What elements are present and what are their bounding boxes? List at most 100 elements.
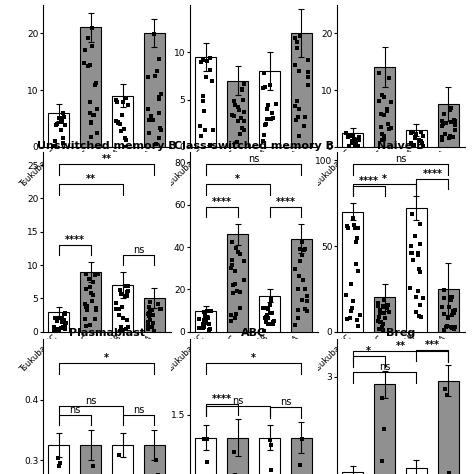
Bar — [112, 285, 133, 332]
Point — [451, 307, 459, 314]
Point — [379, 326, 386, 334]
Point — [449, 133, 456, 140]
Point — [115, 311, 123, 319]
Point — [155, 134, 163, 142]
Point — [266, 301, 274, 309]
Point — [207, 66, 214, 74]
Point — [375, 313, 383, 321]
Point — [345, 132, 353, 140]
Point — [304, 73, 312, 81]
Point — [263, 304, 271, 312]
Bar — [374, 67, 395, 147]
Point — [86, 109, 94, 117]
Point — [378, 457, 385, 465]
Bar — [112, 445, 133, 474]
Point — [293, 38, 301, 46]
Point — [350, 221, 358, 228]
Point — [383, 106, 391, 113]
Point — [145, 321, 152, 329]
Point — [233, 138, 241, 146]
Point — [378, 323, 385, 331]
Point — [112, 118, 120, 125]
Point — [383, 304, 391, 311]
Point — [353, 138, 360, 146]
Point — [205, 320, 213, 328]
Point — [350, 139, 357, 147]
Point — [438, 117, 446, 125]
Point — [419, 132, 427, 139]
Point — [81, 315, 88, 323]
Point — [208, 77, 216, 85]
Point — [238, 85, 246, 93]
Point — [412, 233, 419, 240]
Point — [62, 319, 69, 327]
Point — [55, 462, 63, 469]
Point — [410, 128, 417, 136]
Bar — [259, 71, 280, 147]
Point — [148, 306, 155, 313]
Point — [355, 142, 362, 150]
Point — [229, 281, 237, 289]
Text: ****: **** — [212, 394, 232, 404]
Point — [149, 319, 156, 327]
Bar — [342, 472, 363, 474]
Point — [343, 223, 351, 230]
Text: *: * — [366, 346, 371, 356]
Title: ABC: ABC — [241, 328, 266, 338]
Point — [303, 307, 310, 315]
Point — [115, 118, 122, 126]
Point — [228, 262, 236, 269]
Point — [267, 295, 275, 302]
Point — [91, 272, 99, 279]
Text: **: ** — [101, 155, 112, 164]
Point — [82, 270, 90, 278]
Point — [438, 137, 446, 144]
Point — [87, 289, 95, 297]
Point — [387, 125, 395, 132]
Point — [232, 310, 240, 318]
Point — [383, 107, 391, 115]
Point — [270, 320, 277, 328]
Point — [152, 456, 159, 464]
Point — [412, 308, 420, 316]
Point — [58, 118, 65, 125]
Point — [443, 322, 451, 330]
Point — [61, 121, 69, 129]
Point — [155, 93, 163, 101]
Point — [203, 307, 211, 315]
Point — [438, 304, 446, 311]
Point — [301, 305, 309, 313]
Point — [301, 246, 308, 254]
Point — [84, 35, 92, 42]
Point — [82, 322, 90, 329]
Point — [112, 96, 120, 103]
Point — [296, 461, 303, 469]
Title: Plasmablast: Plasmablast — [69, 328, 145, 338]
Point — [112, 299, 119, 307]
Point — [291, 265, 299, 273]
Point — [260, 131, 268, 138]
Point — [238, 86, 246, 94]
Point — [112, 305, 119, 313]
Point — [419, 143, 427, 150]
Point — [442, 119, 450, 127]
Point — [61, 321, 69, 328]
Point — [121, 283, 128, 290]
Point — [87, 99, 94, 106]
Point — [447, 118, 455, 126]
Point — [123, 317, 131, 324]
Point — [267, 115, 274, 122]
Point — [55, 325, 62, 333]
Point — [149, 311, 156, 319]
Bar — [48, 445, 69, 474]
Point — [146, 298, 154, 305]
Point — [158, 90, 165, 98]
Point — [409, 141, 416, 149]
Point — [443, 392, 450, 399]
Point — [294, 306, 301, 314]
Point — [228, 238, 236, 246]
Point — [445, 469, 453, 474]
Point — [88, 297, 95, 305]
Point — [117, 290, 124, 297]
Point — [447, 104, 454, 112]
